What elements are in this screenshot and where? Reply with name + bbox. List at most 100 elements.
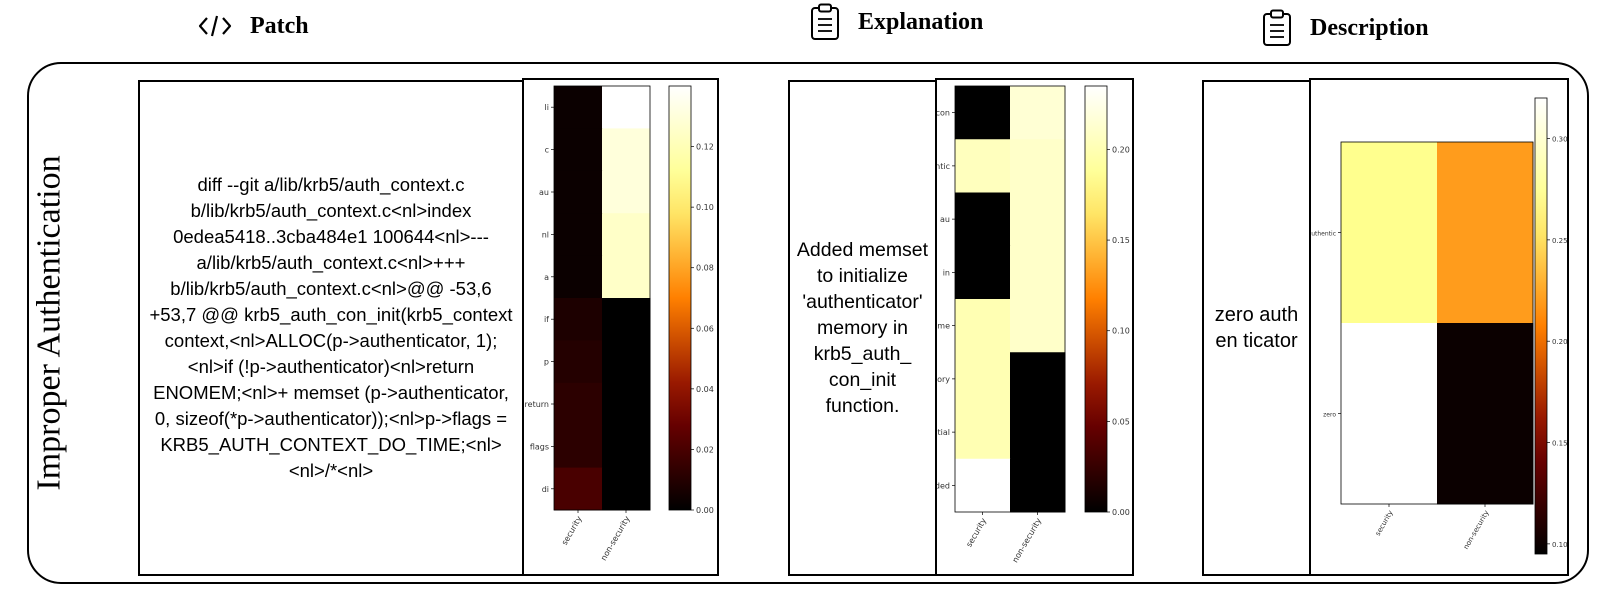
heatmap-frame	[553, 85, 651, 511]
description-heatmap: authentic zero security non-security 0.10 0.1…	[1311, 97, 1567, 555]
heatmap-cell	[554, 425, 603, 469]
heatmap-cell	[554, 213, 603, 257]
heatmap-cell	[602, 255, 651, 299]
colorbar-tick-label: 0.02	[696, 445, 714, 454]
description-text-box: zero authen ticator	[1202, 80, 1311, 576]
heatmap-cell	[1010, 352, 1066, 406]
heatmap-cell	[602, 213, 651, 257]
heatmap-cell	[1010, 405, 1066, 460]
heatmap-cell	[955, 192, 1011, 247]
heatmap-frame	[1340, 141, 1534, 505]
row-label: in	[943, 268, 950, 277]
heatmap-cell	[1010, 299, 1066, 353]
colorbar	[1084, 85, 1108, 513]
colorbar-tick-label: 0.15	[1112, 236, 1130, 245]
heatmap-cell	[602, 467, 651, 511]
colorbar-tick-label: 0.04	[696, 385, 714, 394]
heatmap-cell	[1437, 142, 1534, 324]
colorbar-tick-label: 0.15	[1552, 440, 1567, 448]
sample-container	[27, 62, 1589, 584]
heatmap-cell	[554, 467, 603, 511]
heatmap-cell	[955, 405, 1011, 460]
heatmap-cell	[1341, 142, 1438, 324]
heatmap-cell	[602, 86, 651, 129]
row-label: flags	[530, 442, 549, 451]
heatmap-cell	[602, 170, 651, 214]
heatmap-cell	[602, 382, 651, 426]
row-label-text: Improper Authentication	[31, 155, 68, 491]
heatmap-frame	[954, 85, 1066, 513]
row-label: added	[937, 481, 950, 490]
heatmap-cell	[554, 128, 603, 172]
column-label: non-security	[1011, 516, 1044, 564]
heatmap-cell	[955, 299, 1011, 353]
row-label: au	[940, 215, 950, 224]
code-icon	[198, 13, 232, 39]
colorbar-tick-label: 0.25	[1552, 237, 1567, 245]
row-label: p	[544, 358, 549, 367]
heatmap-cell	[554, 340, 603, 384]
colorbar-tick-label: 0.05	[1112, 417, 1130, 426]
heatmap-cell	[955, 352, 1011, 406]
patch-text: diff --git a/lib/krb5/auth_context.c b/l…	[149, 174, 513, 481]
patch-header-label: Patch	[250, 12, 309, 39]
colorbar-tick-label: 0.30	[1552, 136, 1567, 144]
column-label: non-security	[1462, 509, 1491, 551]
heatmap-cell	[602, 298, 651, 341]
description-heatmap-plot: authentic zero security non-security 0.10 0.1…	[1309, 78, 1569, 576]
heatmap-cell	[955, 139, 1011, 193]
heatmap-cell	[1437, 323, 1534, 505]
row-label: me	[937, 322, 950, 331]
column-label: security	[1374, 509, 1395, 537]
row-label: con	[937, 109, 950, 118]
explanation-heatmap-plot: con authentic au in me memory initial added secu…	[935, 78, 1134, 576]
column-label: security	[964, 516, 988, 548]
explanation-text-box: Added memset to initialize 'authenticato…	[788, 80, 937, 576]
heatmap-cell	[955, 458, 1011, 513]
row-label: if	[544, 315, 549, 324]
heatmap-cell	[554, 170, 603, 214]
heatmap-cell	[1010, 458, 1066, 513]
heatmap-cell	[554, 382, 603, 426]
row-label: authentic	[1311, 231, 1336, 238]
heatmap-cell	[554, 298, 603, 341]
row-label: memory	[937, 375, 950, 384]
heatmap-cell	[554, 255, 603, 299]
description-header-label: Description	[1310, 14, 1429, 41]
patch-header: Patch	[198, 6, 309, 46]
heatmap-cell	[955, 86, 1011, 140]
colorbar-tick-label: 0.10	[1112, 327, 1130, 336]
patch-heatmap-plot: li c au nl a if p return flags di security non-secu…	[522, 78, 719, 576]
heatmap-cell	[602, 128, 651, 172]
heatmap-cell	[1010, 245, 1066, 300]
colorbar-tick-label: 0.10	[1552, 541, 1567, 549]
row-label: return	[525, 400, 549, 409]
colorbar-tick-label: 0.12	[696, 143, 714, 152]
heatmap-cell	[1010, 86, 1066, 140]
column-label: security	[560, 514, 584, 546]
heatmap-cell	[955, 245, 1011, 300]
row-label: li	[545, 103, 549, 112]
row-label: di	[542, 485, 549, 494]
patch-heatmap: li c au nl a if p return flags di security non-secu…	[525, 85, 714, 562]
colorbar-tick-label: 0.00	[696, 506, 714, 515]
colorbar	[668, 85, 692, 511]
heatmap-cell	[554, 86, 603, 129]
heatmap-cell	[602, 340, 651, 384]
row-label: initial	[937, 428, 950, 437]
row-label: c	[545, 146, 549, 155]
row-label: authentic	[937, 162, 950, 171]
row-label: au	[539, 188, 549, 197]
explanation-header-label: Explanation	[858, 8, 984, 35]
explanation-text: Added memset to initialize 'authenticato…	[796, 239, 929, 417]
heatmap-cell	[1010, 192, 1066, 247]
description-text: zero authen ticator	[1214, 304, 1299, 352]
heatmap-cell	[1010, 139, 1066, 193]
colorbar-tick-label: 0.00	[1112, 508, 1130, 517]
colorbar-tick-label: 0.08	[696, 264, 714, 273]
colorbar-tick-label: 0.20	[1112, 145, 1130, 154]
explanation-heatmap: con authentic au in me memory initial added secu…	[937, 85, 1130, 564]
row-label: nl	[542, 230, 549, 239]
row-label: Improper Authentication	[10, 62, 90, 584]
description-header: Description	[1262, 8, 1429, 48]
